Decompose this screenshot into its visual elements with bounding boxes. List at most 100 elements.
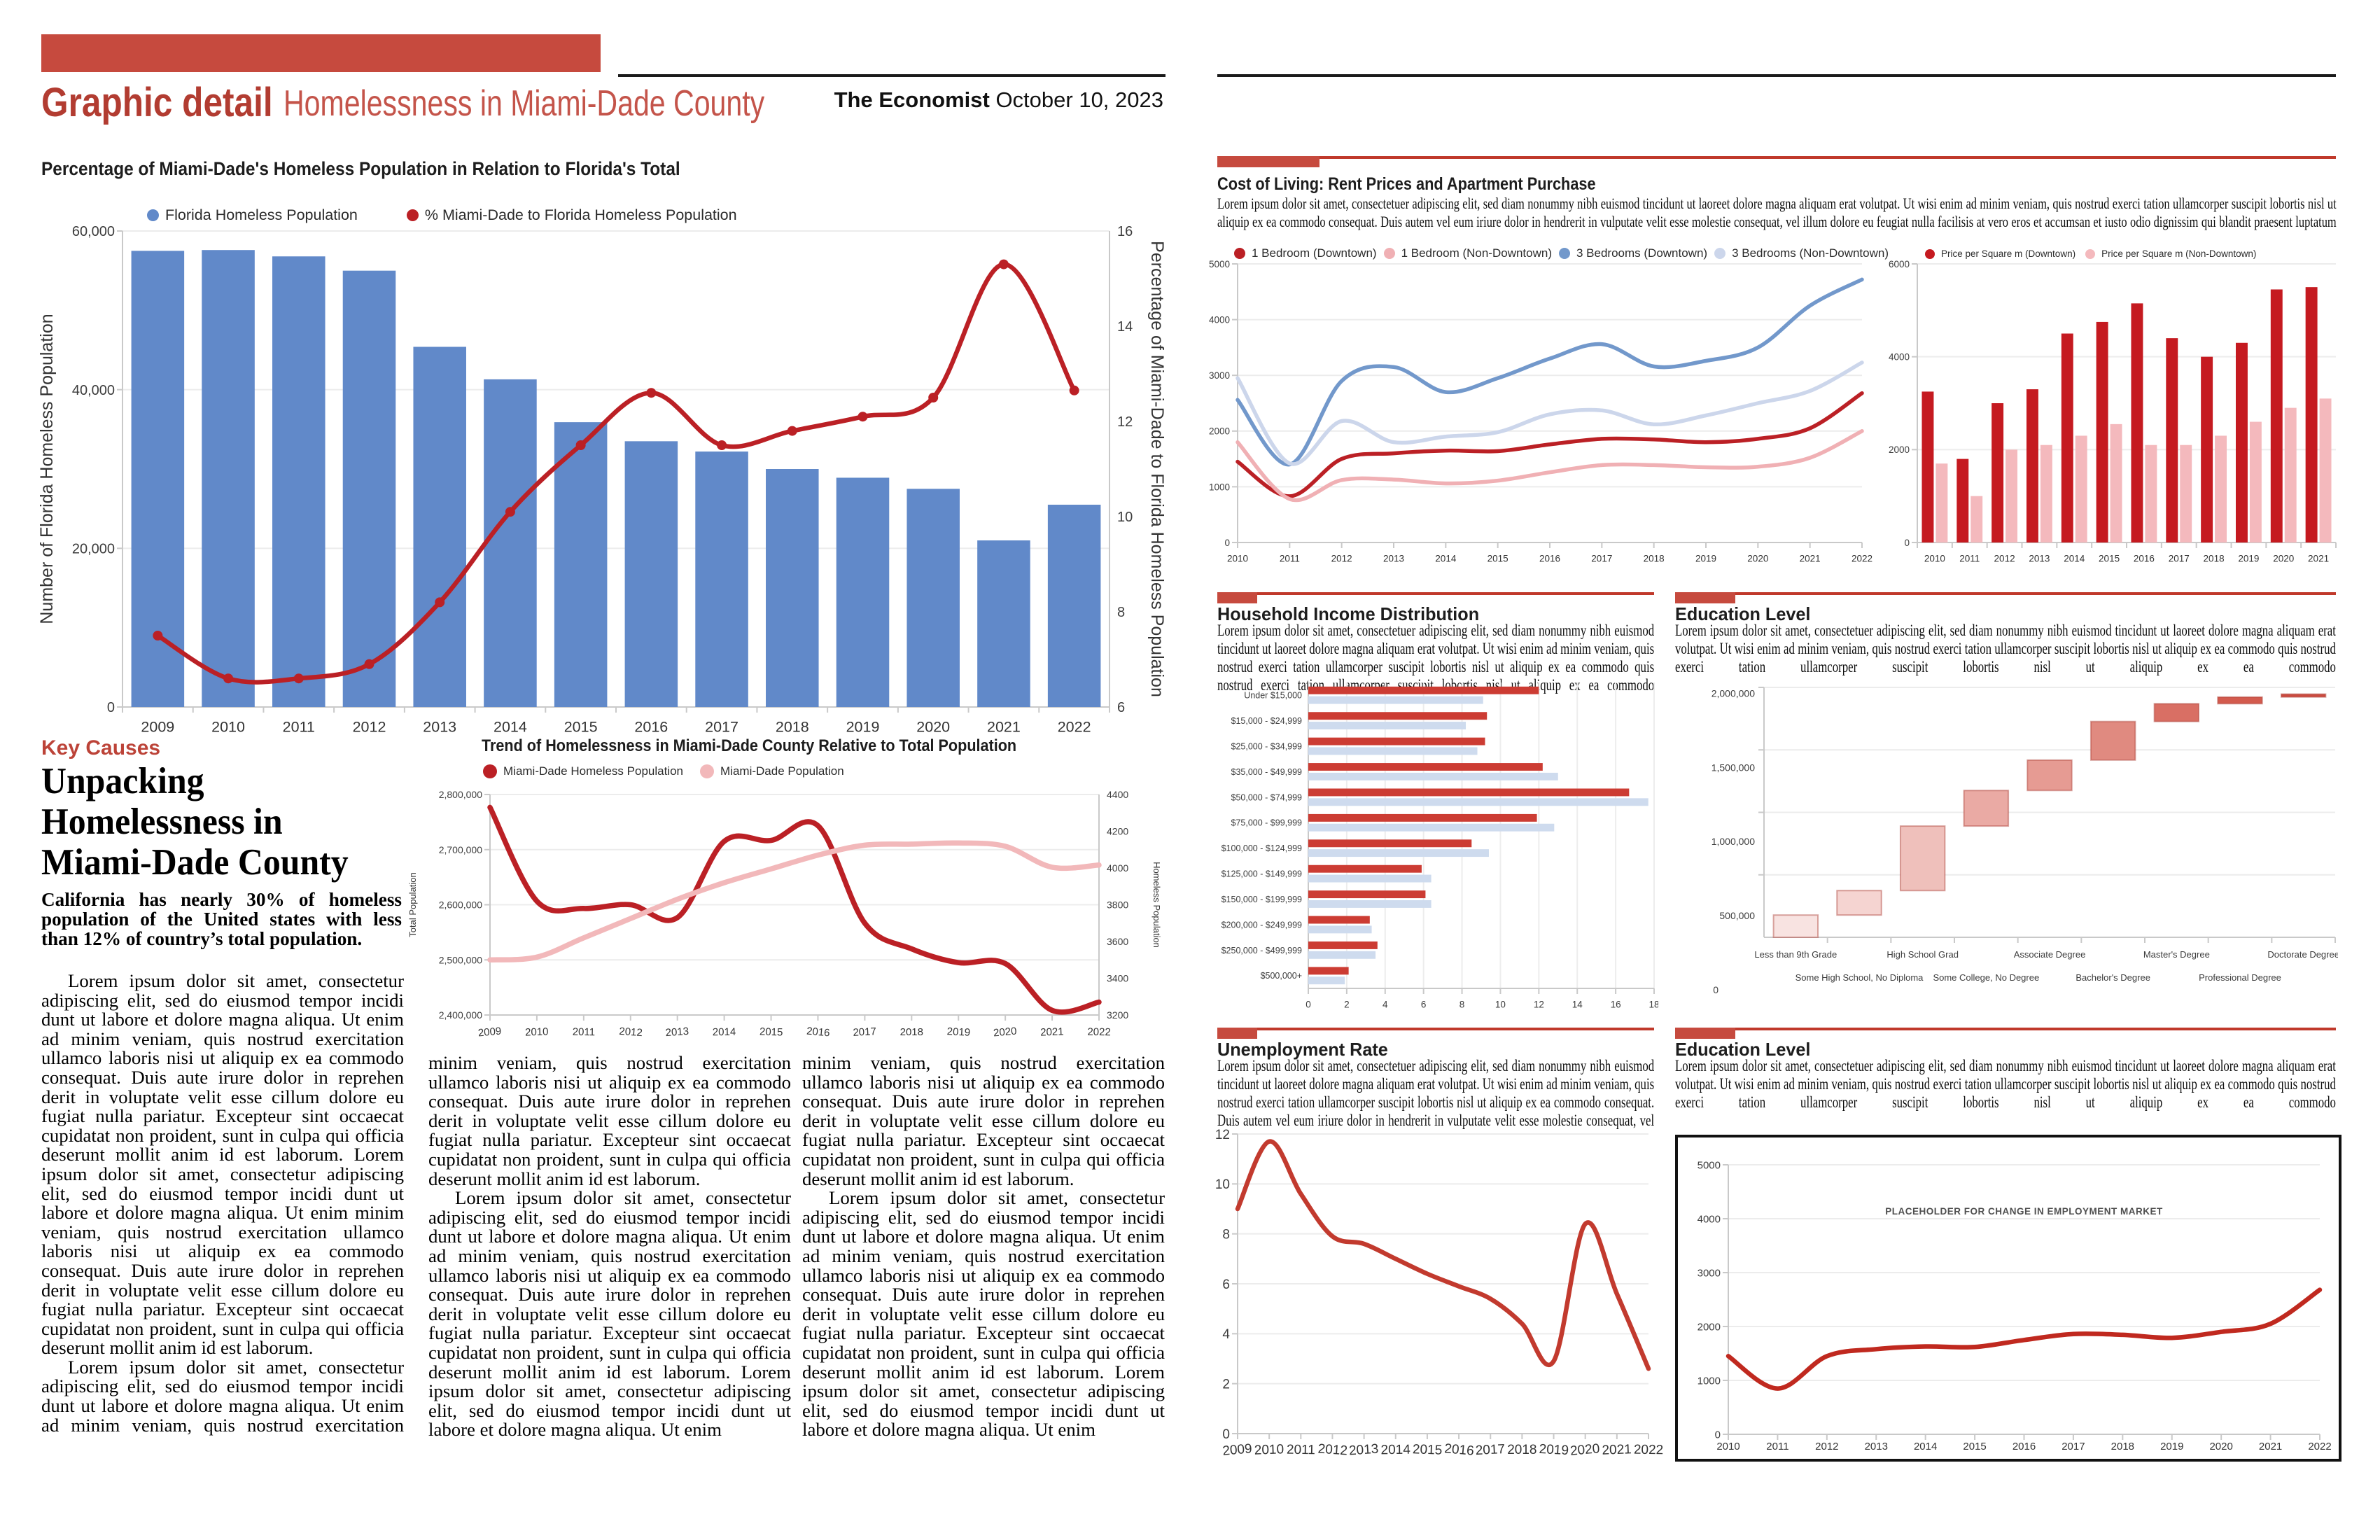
svg-text:2017: 2017 (1591, 554, 1612, 564)
svg-text:2014: 2014 (2064, 554, 2085, 564)
legend-dot (1714, 248, 1726, 259)
publication-date: The Economist October 10, 2023 (830, 88, 1163, 113)
svg-text:2,400,000: 2,400,000 (439, 1009, 482, 1021)
svg-text:2010: 2010 (1227, 554, 1248, 564)
svg-text:2016: 2016 (1539, 554, 1560, 564)
kicker: Graphic detail (41, 80, 273, 125)
svg-text:2022: 2022 (1851, 554, 1872, 564)
svg-text:2020: 2020 (2209, 1441, 2232, 1452)
legend-label: Price per Square m (Non-Downtown) (2101, 248, 2257, 259)
svg-text:2021: 2021 (987, 719, 1021, 736)
svg-text:4000: 4000 (1107, 862, 1128, 874)
main-chart-legend: Florida Homeless Population % Miami-Dade … (147, 206, 737, 224)
header-rule-left (618, 74, 1166, 77)
svg-text:16: 16 (1117, 224, 1133, 239)
svg-text:$125,000 - $149,999: $125,000 - $149,999 (1222, 869, 1302, 879)
svg-text:2013: 2013 (1865, 1441, 1888, 1452)
svg-text:18: 18 (1648, 1000, 1658, 1010)
svg-text:8: 8 (1117, 605, 1125, 620)
education-section-intro: Lorem ipsum dolor sit amet, consectetuer… (1675, 622, 2336, 676)
employment-chart-box: 0 1000 2000 3000 4000 5000 2010 2011 2012 2013 201… (1675, 1135, 2342, 1462)
svg-text:2016: 2016 (2134, 554, 2155, 564)
svg-text:10: 10 (1117, 510, 1133, 525)
legend-label: Florida Homeless Population (165, 206, 358, 223)
eduwf-chart-svg: 2,000,000 1,500,000 1,000,000 500,000 0 Less … (1712, 687, 2339, 995)
legend-item: 3 Bedrooms (Downtown) (1559, 246, 1707, 260)
svg-text:14: 14 (1572, 1000, 1583, 1010)
svg-text:2010: 2010 (1254, 1442, 1284, 1457)
svg-text:4: 4 (1222, 1327, 1230, 1342)
svg-text:$200,000 - $249,999: $200,000 - $249,999 (1222, 920, 1302, 930)
main-chart-title: Percentage of Miami-Dade's Homeless Popu… (41, 158, 680, 179)
svg-text:2013: 2013 (665, 1026, 689, 1039)
legend-label: 3 Bedrooms (Downtown) (1576, 246, 1708, 260)
svg-text:2013: 2013 (2029, 554, 2050, 564)
legend-item: Florida Homeless Population (147, 206, 358, 224)
svg-text:8: 8 (1460, 1000, 1465, 1010)
legend-label: 1 Bedroom (Non-Downtown) (1401, 246, 1552, 260)
article-headline: Unpacking Homelessness in Miami-Dade Cou… (41, 761, 349, 883)
svg-text:$75,000 - $99,999: $75,000 - $99,999 (1231, 818, 1303, 828)
svg-text:16: 16 (1611, 1000, 1621, 1010)
article-paragraph: minim veniam, quis nostrud exercitation … (428, 1054, 791, 1189)
svg-text:2012: 2012 (619, 1026, 643, 1039)
svg-text:6: 6 (1117, 700, 1125, 715)
income-section-intro: Lorem ipsum dolor sit amet, consectetuer… (1217, 622, 1655, 694)
svg-text:2000: 2000 (1698, 1321, 1721, 1333)
article-paragraph: Lorem ipsum dolor sit amet, consectetur … (428, 1187, 791, 1441)
svg-text:2010: 2010 (1716, 1441, 1740, 1452)
svg-text:Bachelor's Degree: Bachelor's Degree (2076, 972, 2150, 983)
legend-item: 3 Bedrooms (Non-Downtown) (1714, 246, 1889, 260)
svg-text:10: 10 (1215, 1177, 1230, 1192)
svg-text:2,600,000: 2,600,000 (439, 899, 482, 911)
legend-dot (700, 764, 715, 778)
svg-text:2000: 2000 (1889, 444, 1910, 455)
svg-text:4: 4 (1382, 1000, 1388, 1010)
svg-text:2016: 2016 (634, 719, 668, 736)
svg-text:60,000: 60,000 (72, 224, 115, 239)
svg-text:2014: 2014 (713, 1026, 736, 1039)
unemployment-section-intro: Lorem ipsum dolor sit amet, consectetuer… (1217, 1057, 1655, 1129)
svg-text:0: 0 (1713, 984, 1718, 995)
svg-text:2011: 2011 (1287, 1443, 1315, 1458)
svg-text:2,700,000: 2,700,000 (439, 844, 482, 855)
legend-label: % Miami-Dade to Florida Homeless Populat… (424, 206, 737, 223)
svg-text:500,000: 500,000 (1719, 910, 1755, 921)
svg-text:14: 14 (1117, 319, 1133, 335)
legend-dot (1925, 248, 1935, 259)
trend-chart-svg: 2,400,000 2,500,000 2,600,000 2,700,000 2,80… (407, 789, 1162, 1039)
svg-text:2017: 2017 (1475, 1442, 1505, 1458)
legend-label: Price per Square m (Downtown) (1941, 248, 2076, 259)
masthead-red-bar (41, 34, 601, 72)
svg-text:2021: 2021 (1040, 1026, 1064, 1038)
education-accent-line (1675, 592, 2336, 595)
svg-text:2011: 2011 (1280, 554, 1300, 564)
svg-text:2018: 2018 (900, 1026, 923, 1038)
svg-text:2015: 2015 (564, 719, 598, 736)
svg-text:2019: 2019 (2238, 554, 2259, 564)
unemployment-section-title: Unemployment Rate (1217, 1039, 1388, 1060)
svg-text:12: 12 (1215, 1128, 1230, 1142)
trend-chart-legend: Miami-Dade Homeless Population Miami-Dade… (483, 764, 844, 778)
svg-text:2021: 2021 (2259, 1441, 2282, 1452)
employment-section-intro: Lorem ipsum dolor sit amet, consectetuer… (1675, 1057, 2336, 1111)
svg-text:0: 0 (1715, 1429, 1721, 1441)
svg-text:2017: 2017 (853, 1026, 876, 1039)
svg-text:5000: 5000 (1698, 1159, 1721, 1171)
svg-text:2011: 2011 (1959, 554, 1980, 564)
cost-accent-rect (1217, 156, 1320, 167)
svg-text:2012: 2012 (1317, 1442, 1348, 1459)
education-level-chart: 2,000,000 1,500,000 1,000,000 500,000 0 Less … (1670, 668, 2339, 1018)
svg-text:Doctorate Degree: Doctorate Degree (2267, 949, 2338, 960)
legend-item: Price per Square m (Non-Downtown) (2085, 248, 2256, 259)
article-paragraph: Lorem ipsum dolor sit amet, consectetur … (41, 972, 404, 1359)
svg-text:PLACEHOLDER FOR CHANGE IN EMPL: PLACEHOLDER FOR CHANGE IN EMPLOYMENT MAR… (1885, 1206, 2163, 1217)
svg-text:Homeless Population: Homeless Population (1152, 862, 1162, 948)
svg-text:2010: 2010 (1924, 554, 1945, 564)
svg-text:2013: 2013 (423, 719, 456, 736)
svg-text:2015: 2015 (1963, 1441, 1986, 1452)
legend-item: 1 Bedroom (Downtown) (1234, 246, 1377, 260)
svg-text:2019: 2019 (846, 719, 880, 736)
employment-section-title: Education Level (1675, 1039, 1811, 1060)
